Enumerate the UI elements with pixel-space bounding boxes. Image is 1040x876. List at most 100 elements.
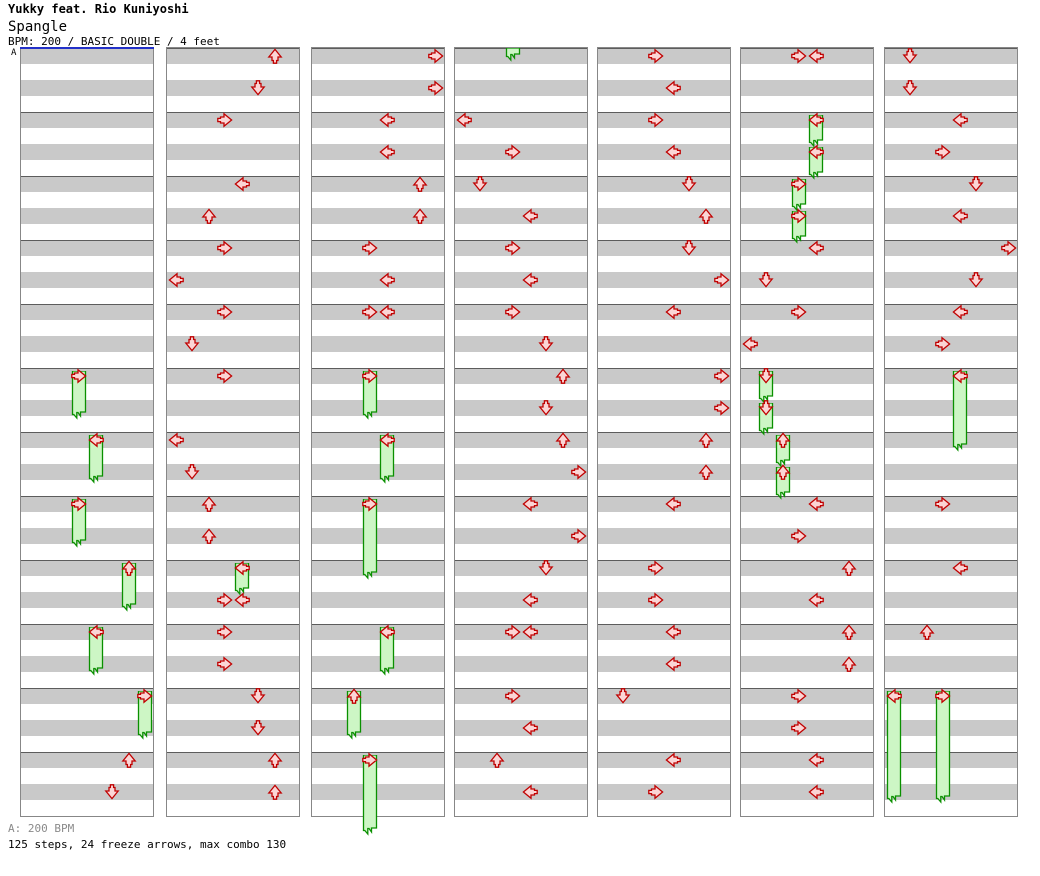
chart-column (884, 47, 1018, 817)
step-arrow-right (505, 624, 521, 640)
freeze-arrow-head-right (137, 688, 153, 704)
step-arrow-down (902, 80, 918, 96)
step-arrow-up (918, 624, 935, 640)
freeze-arrow-head-left (807, 144, 824, 160)
step-arrow-right (935, 496, 951, 512)
step-arrow-down (758, 272, 774, 288)
freeze-arrow-head-right (935, 688, 951, 704)
step-arrow-left (807, 784, 824, 800)
step-arrow-right (217, 592, 233, 608)
freeze-arrow-tail (505, 47, 521, 66)
step-arrow-left (521, 592, 538, 608)
step-arrow-up (200, 208, 217, 224)
step-arrow-up (840, 656, 857, 672)
freeze-arrow-head-left (951, 368, 968, 384)
bpm-marker-line (20, 47, 154, 49)
step-arrow-right (362, 304, 378, 320)
chart-column (166, 47, 300, 817)
step-arrow-left (664, 496, 681, 512)
step-arrow-left (807, 496, 824, 512)
freeze-arrow-head-left (885, 688, 902, 704)
step-arrow-right (505, 240, 521, 256)
step-arrow-left (378, 304, 395, 320)
freeze-arrow-head-up (120, 560, 137, 576)
step-arrow-left (455, 112, 472, 128)
step-arrow-up (840, 560, 857, 576)
freeze-arrow-body (379, 434, 395, 485)
step-arrow-up (697, 432, 714, 448)
chart-column (597, 47, 731, 817)
step-arrow-left (807, 240, 824, 256)
step-arrow-down (902, 48, 918, 64)
step-arrow-down (968, 176, 984, 192)
freeze-arrow-body (362, 370, 378, 421)
freeze-arrow-head-up (774, 432, 791, 448)
step-arrow-right (791, 48, 807, 64)
step-arrow-right (791, 720, 807, 736)
freeze-arrow-body (71, 370, 87, 421)
step-arrow-right (935, 144, 951, 160)
step-arrow-up (411, 176, 428, 192)
step-arrow-up (488, 752, 505, 768)
freeze-arrow-body (346, 690, 362, 741)
step-arrow-right (217, 112, 233, 128)
step-arrow-left (741, 336, 758, 352)
step-arrow-right (935, 336, 951, 352)
step-arrow-up (200, 528, 217, 544)
artist-name: Yukky feat. Rio Kuniyoshi (8, 2, 189, 16)
step-arrow-right (217, 304, 233, 320)
step-arrow-left (167, 272, 184, 288)
freeze-arrow-head-left (378, 432, 395, 448)
step-arrow-left (378, 112, 395, 128)
step-arrow-right (362, 240, 378, 256)
song-title: Spangle (8, 19, 68, 35)
step-arrow-down (250, 80, 266, 96)
step-arrow-left (951, 112, 968, 128)
freeze-arrow-body (886, 690, 902, 805)
step-arrow-left (664, 80, 681, 96)
step-arrow-right (648, 592, 664, 608)
step-arrow-left (521, 624, 538, 640)
step-arrow-left (807, 48, 824, 64)
step-arrow-right (428, 48, 444, 64)
step-arrow-right (217, 368, 233, 384)
step-arrow-right (648, 48, 664, 64)
step-arrow-up (200, 496, 217, 512)
step-arrow-left (807, 592, 824, 608)
step-arrow-left (807, 752, 824, 768)
step-arrow-down (538, 400, 554, 416)
step-arrow-up (120, 752, 137, 768)
step-arrow-left (233, 592, 250, 608)
step-arrow-right (648, 784, 664, 800)
step-arrow-right (505, 144, 521, 160)
step-arrow-down (250, 688, 266, 704)
freeze-arrow-body (71, 498, 87, 549)
step-arrow-up (554, 432, 571, 448)
step-arrow-down (104, 784, 120, 800)
freeze-arrow-head-right (362, 752, 378, 768)
step-arrow-left (521, 720, 538, 736)
freeze-arrow-body (935, 690, 951, 805)
step-arrow-left (521, 784, 538, 800)
step-arrow-right (571, 528, 587, 544)
step-arrow-down (615, 688, 631, 704)
step-arrow-left (664, 624, 681, 640)
step-arrow-left (664, 656, 681, 672)
freeze-arrow-head-up (345, 688, 362, 704)
step-arrow-right (505, 688, 521, 704)
step-arrow-left (233, 176, 250, 192)
step-arrow-right (714, 400, 730, 416)
step-arrow-right (1001, 240, 1017, 256)
step-arrow-left (521, 272, 538, 288)
freeze-arrow-body (362, 498, 378, 581)
step-arrow-left (664, 144, 681, 160)
freeze-arrow-body (88, 434, 104, 485)
step-arrow-down (184, 464, 200, 480)
step-arrow-left (521, 208, 538, 224)
freeze-arrow-body (137, 690, 153, 741)
step-arrow-left (664, 752, 681, 768)
chart-meta: BPM: 200 / BASIC DOUBLE / 4 feet (8, 35, 220, 48)
chart-column (311, 47, 445, 836)
